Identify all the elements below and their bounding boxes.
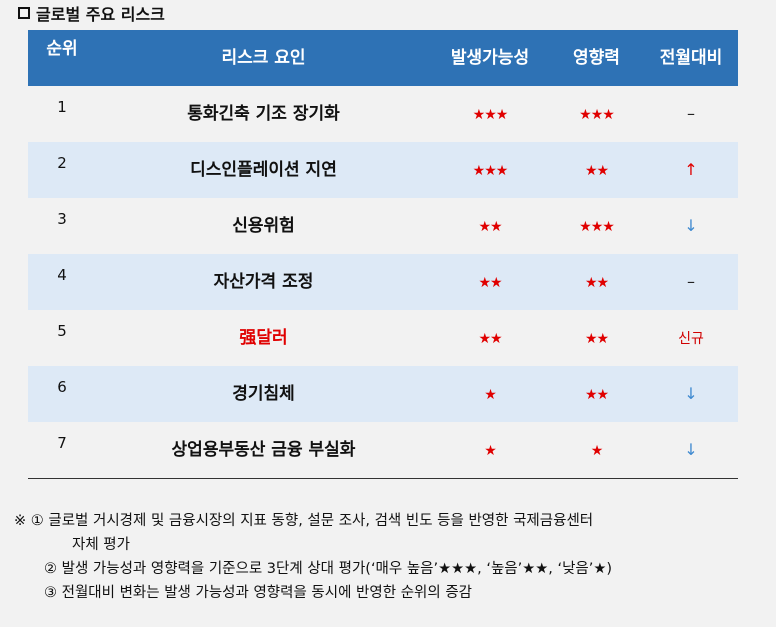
impact-cell: ★★★ bbox=[549, 198, 644, 254]
table-row: 1 통화긴축 기조 장기화 ★★★ ★★★ – bbox=[28, 86, 738, 142]
rank-cell: 1 bbox=[57, 98, 67, 116]
star-rating: ★★ bbox=[584, 162, 609, 179]
rank-cell: 4 bbox=[28, 254, 96, 310]
change-indicator: ↓ bbox=[684, 216, 698, 235]
factor-cell: 상업용부동산 금융 부실화 bbox=[96, 422, 431, 479]
note-3: ③ 전월대비 변화는 발생 가능성과 영향력을 동시에 반영한 순위의 증감 bbox=[44, 585, 472, 601]
note-1-cont: 자체 평가 bbox=[72, 537, 130, 553]
star-rating: ★★ bbox=[478, 330, 502, 347]
star-rating: ★★★ bbox=[472, 106, 509, 123]
section-title-text: 글로벌 주요 리스크 bbox=[36, 5, 165, 24]
note-2: ② 발생 가능성과 영향력을 기준으로 3단계 상대 평가(‘매우 높음’★★★… bbox=[44, 561, 613, 577]
star-rating: ★ bbox=[590, 442, 604, 459]
factor-cell: 통화긴축 기조 장기화 bbox=[187, 104, 340, 124]
likelihood-cell: ★★ bbox=[431, 310, 549, 366]
rank-cell: 5 bbox=[57, 322, 67, 340]
rank-cell: 2 bbox=[28, 142, 96, 198]
change-indicator: – bbox=[687, 272, 695, 291]
star-rating: ★★★ bbox=[579, 106, 615, 123]
factor-cell: 경기침체 bbox=[96, 366, 431, 422]
change-indicator: 신규 bbox=[678, 330, 704, 347]
star-rating: ★ bbox=[484, 442, 497, 459]
square-bullet-icon bbox=[18, 7, 30, 19]
rank-cell: 7 bbox=[28, 422, 96, 479]
star-rating: ★★ bbox=[478, 218, 502, 235]
change-indicator: – bbox=[687, 104, 695, 123]
star-rating: ★★ bbox=[584, 330, 609, 347]
star-rating: ★★ bbox=[478, 274, 502, 291]
star-rating: ★★ bbox=[584, 274, 609, 291]
table-row: 2 디스인플레이션 지연 ★★★ ★★ ↑ bbox=[28, 142, 738, 198]
section-title: 글로벌 주요 리스크 bbox=[18, 4, 776, 26]
factor-cell: 디스인플레이션 지연 bbox=[96, 142, 431, 198]
change-indicator: ↑ bbox=[684, 160, 698, 179]
change-cell: ↓ bbox=[644, 198, 738, 254]
table-row: 3 신용위험 ★★ ★★★ ↓ bbox=[28, 198, 738, 254]
factor-cell: 신용위험 bbox=[232, 216, 295, 236]
star-rating: ★ bbox=[484, 386, 497, 403]
likelihood-cell: ★★★ bbox=[431, 142, 549, 198]
impact-cell: ★★ bbox=[549, 142, 644, 198]
change-cell: ↓ bbox=[644, 422, 738, 479]
header-rank: 순위 bbox=[28, 30, 96, 86]
likelihood-cell: ★★ bbox=[431, 198, 549, 254]
factor-cell: 强달러 bbox=[239, 328, 288, 348]
star-rating: ★★ bbox=[584, 386, 609, 403]
rank-cell: 3 bbox=[57, 210, 67, 228]
rank-cell: 6 bbox=[28, 366, 96, 422]
risk-table: 순위 리스크 요인 발생가능성 영향력 전월대비 1 통화긴축 기조 장기화 ★… bbox=[28, 30, 738, 479]
change-indicator: ↓ bbox=[684, 440, 698, 459]
impact-cell: ★★ bbox=[549, 366, 644, 422]
table-row: 6 경기침체 ★ ★★ ↓ bbox=[28, 366, 738, 422]
likelihood-cell: ★★★ bbox=[431, 86, 549, 142]
star-rating: ★★★ bbox=[579, 218, 615, 235]
header-impact: 영향력 bbox=[549, 30, 644, 86]
impact-cell: ★★ bbox=[549, 254, 644, 310]
change-indicator: ↓ bbox=[684, 384, 698, 403]
likelihood-cell: ★ bbox=[431, 366, 549, 422]
header-likelihood: 발생가능성 bbox=[431, 30, 549, 86]
change-cell: ↓ bbox=[644, 366, 738, 422]
star-rating: ★★★ bbox=[472, 162, 509, 179]
change-cell: 신규 bbox=[644, 310, 738, 366]
change-cell: – bbox=[644, 254, 738, 310]
table-row: 4 자산가격 조정 ★★ ★★ – bbox=[28, 254, 738, 310]
table-row: 5 强달러 ★★ ★★ 신규 bbox=[28, 310, 738, 366]
impact-cell: ★ bbox=[549, 422, 644, 479]
header-change: 전월대비 bbox=[644, 30, 738, 86]
impact-cell: ★★★ bbox=[549, 86, 644, 142]
impact-cell: ★★ bbox=[549, 310, 644, 366]
likelihood-cell: ★ bbox=[431, 422, 549, 479]
table-row: 7 상업용부동산 금융 부실화 ★ ★ ↓ bbox=[28, 422, 738, 479]
note-1: ※ ① 글로벌 거시경제 및 금융시장의 지표 동향, 설문 조사, 검색 빈도… bbox=[14, 513, 594, 529]
header-factor: 리스크 요인 bbox=[96, 30, 431, 86]
footnotes: ※ ① 글로벌 거시경제 및 금융시장의 지표 동향, 설문 조사, 검색 빈도… bbox=[14, 509, 764, 605]
factor-cell: 자산가격 조정 bbox=[96, 254, 431, 310]
likelihood-cell: ★★ bbox=[431, 254, 549, 310]
change-cell: ↑ bbox=[644, 142, 738, 198]
change-cell: – bbox=[644, 86, 738, 142]
